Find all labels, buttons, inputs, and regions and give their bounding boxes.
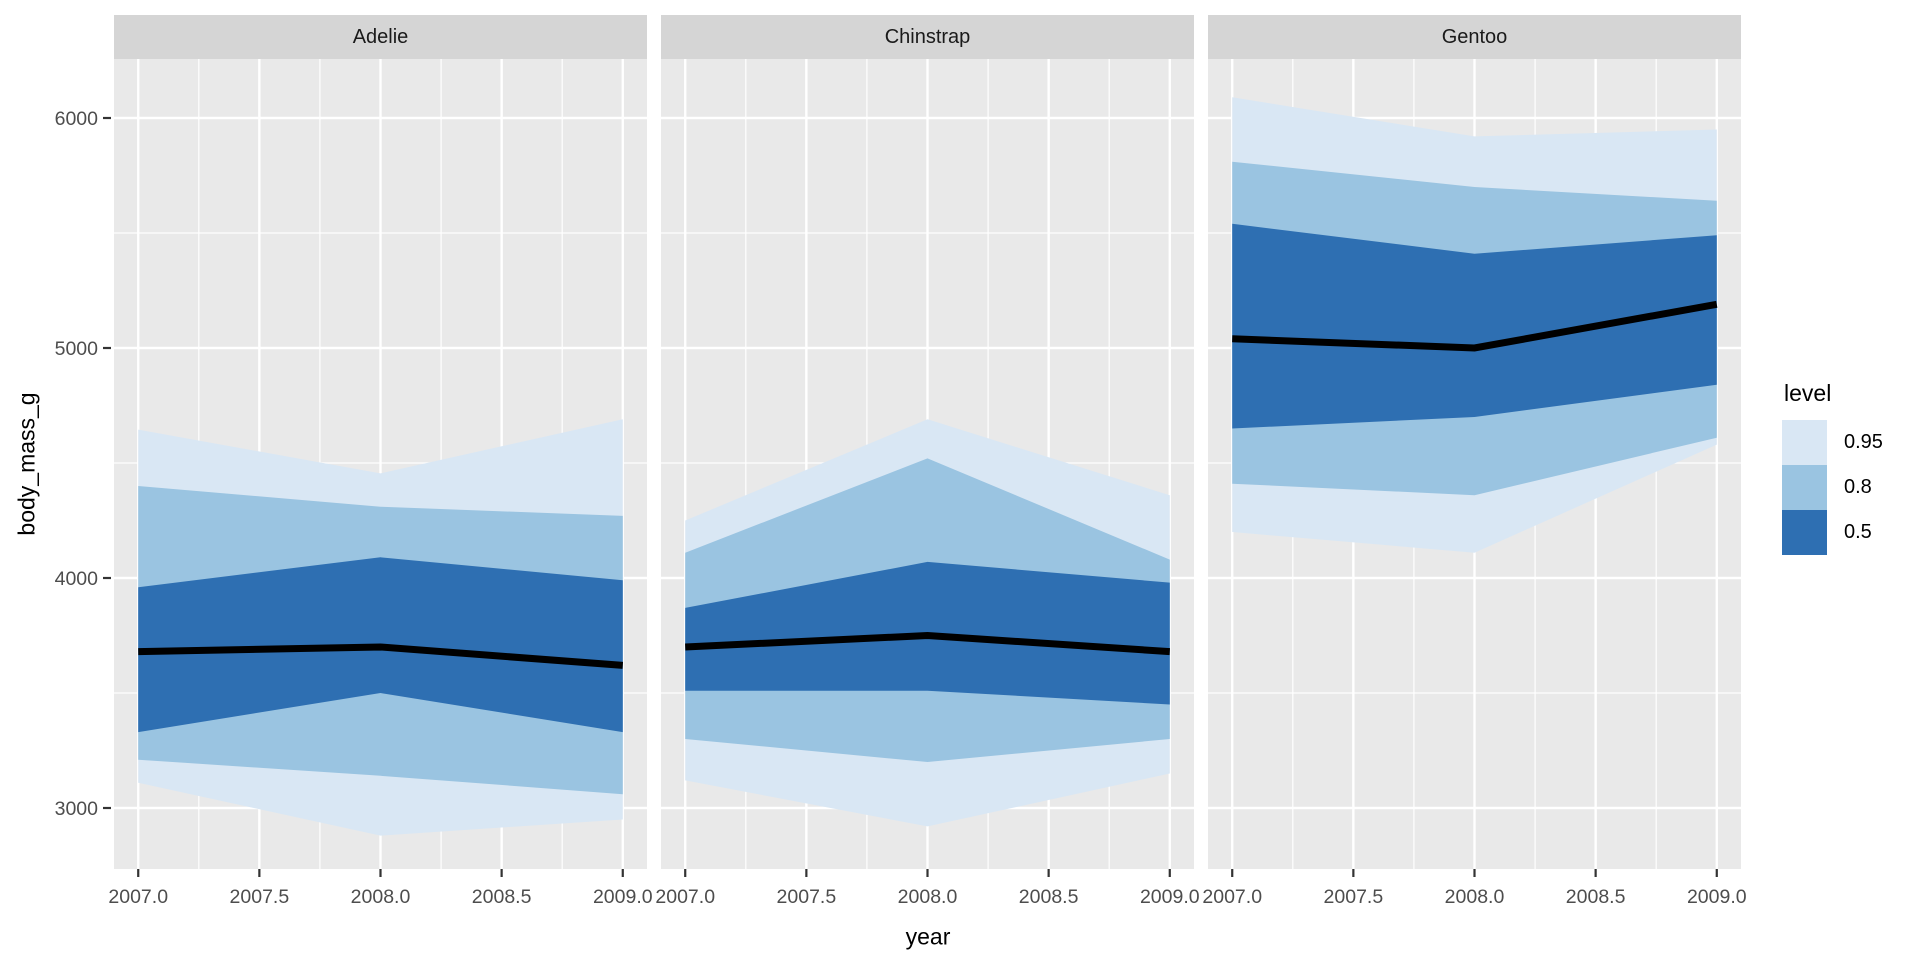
x-tick-label: 2008.0 — [898, 886, 958, 908]
quantile-band-0.5 — [1232, 223, 1717, 429]
legend-label-05: 0.5 — [1844, 521, 1872, 543]
facet-strip-gentoo: Gentoo — [1441, 25, 1508, 48]
legend: level 0.95 0.8 0.5 — [1782, 380, 1883, 555]
y-tick-label: 5000 — [55, 338, 99, 360]
x-tick-label: 2007.0 — [108, 886, 168, 908]
x-axis-ticks: 2007.0 2007.5 2008.0 2008.5 2009.0 — [1202, 869, 1747, 908]
x-tick-label: 2007.0 — [1202, 886, 1262, 908]
x-tick-label: 2008.0 — [351, 886, 411, 908]
legend-swatch-08 — [1782, 465, 1827, 510]
facet-panel-adelie: 2007.0 2007.5 2008.0 2008.5 2009.0 — [108, 15, 653, 908]
x-tick-label: 2008.5 — [1019, 886, 1079, 908]
facet-strip-adelie: Adelie — [352, 25, 409, 48]
facet-strip-background — [1208, 15, 1741, 59]
x-tick-label: 2009.0 — [1687, 886, 1747, 908]
median-line — [138, 643, 624, 669]
facet-panel-chinstrap: 2007.0 2007.5 2008.0 2008.5 2009.0 — [655, 15, 1200, 908]
legend-label-095: 0.95 — [1844, 431, 1883, 453]
facet-strip-background — [661, 15, 1194, 59]
x-tick-label: 2008.5 — [472, 886, 532, 908]
x-tick-label: 2009.0 — [593, 886, 653, 908]
x-tick-label: 2009.0 — [1140, 886, 1200, 908]
x-axis-title: year — [905, 923, 951, 950]
legend-item: 0.95 — [1782, 420, 1883, 465]
y-tick-label: 6000 — [55, 108, 99, 130]
median-line — [1232, 300, 1718, 352]
facet-strip-chinstrap: Chinstrap — [884, 25, 971, 48]
x-axis-ticks: 2007.0 2007.5 2008.0 2008.5 2009.0 — [108, 869, 653, 908]
x-tick-label: 2007.5 — [230, 886, 290, 908]
legend-title: level — [1784, 380, 1832, 406]
y-axis-title: body_mass_g — [13, 392, 40, 536]
legend-swatch-05 — [1782, 510, 1827, 555]
x-axis-ticks: 2007.0 2007.5 2008.0 2008.5 2009.0 — [655, 869, 1200, 908]
x-tick-label: 2008.5 — [1566, 886, 1626, 908]
facet-strip-background — [114, 15, 647, 59]
y-tick-label: 3000 — [55, 798, 99, 820]
x-tick-label: 2007.0 — [655, 886, 715, 908]
legend-label-08: 0.8 — [1844, 476, 1872, 498]
median-line — [685, 631, 1171, 656]
facet-panel-gentoo: 2007.0 2007.5 2008.0 2008.5 2009.0 — [1202, 15, 1747, 908]
x-tick-label: 2007.5 — [777, 886, 837, 908]
x-tick-label: 2007.5 — [1324, 886, 1384, 908]
y-axis-ticks: 3000 4000 5000 6000 — [55, 108, 111, 820]
legend-item: 0.8 — [1782, 465, 1883, 510]
y-tick-label: 4000 — [55, 568, 99, 590]
legend-swatch-095 — [1782, 420, 1827, 465]
x-tick-label: 2008.0 — [1445, 886, 1505, 908]
legend-item: 0.5 — [1782, 510, 1883, 555]
